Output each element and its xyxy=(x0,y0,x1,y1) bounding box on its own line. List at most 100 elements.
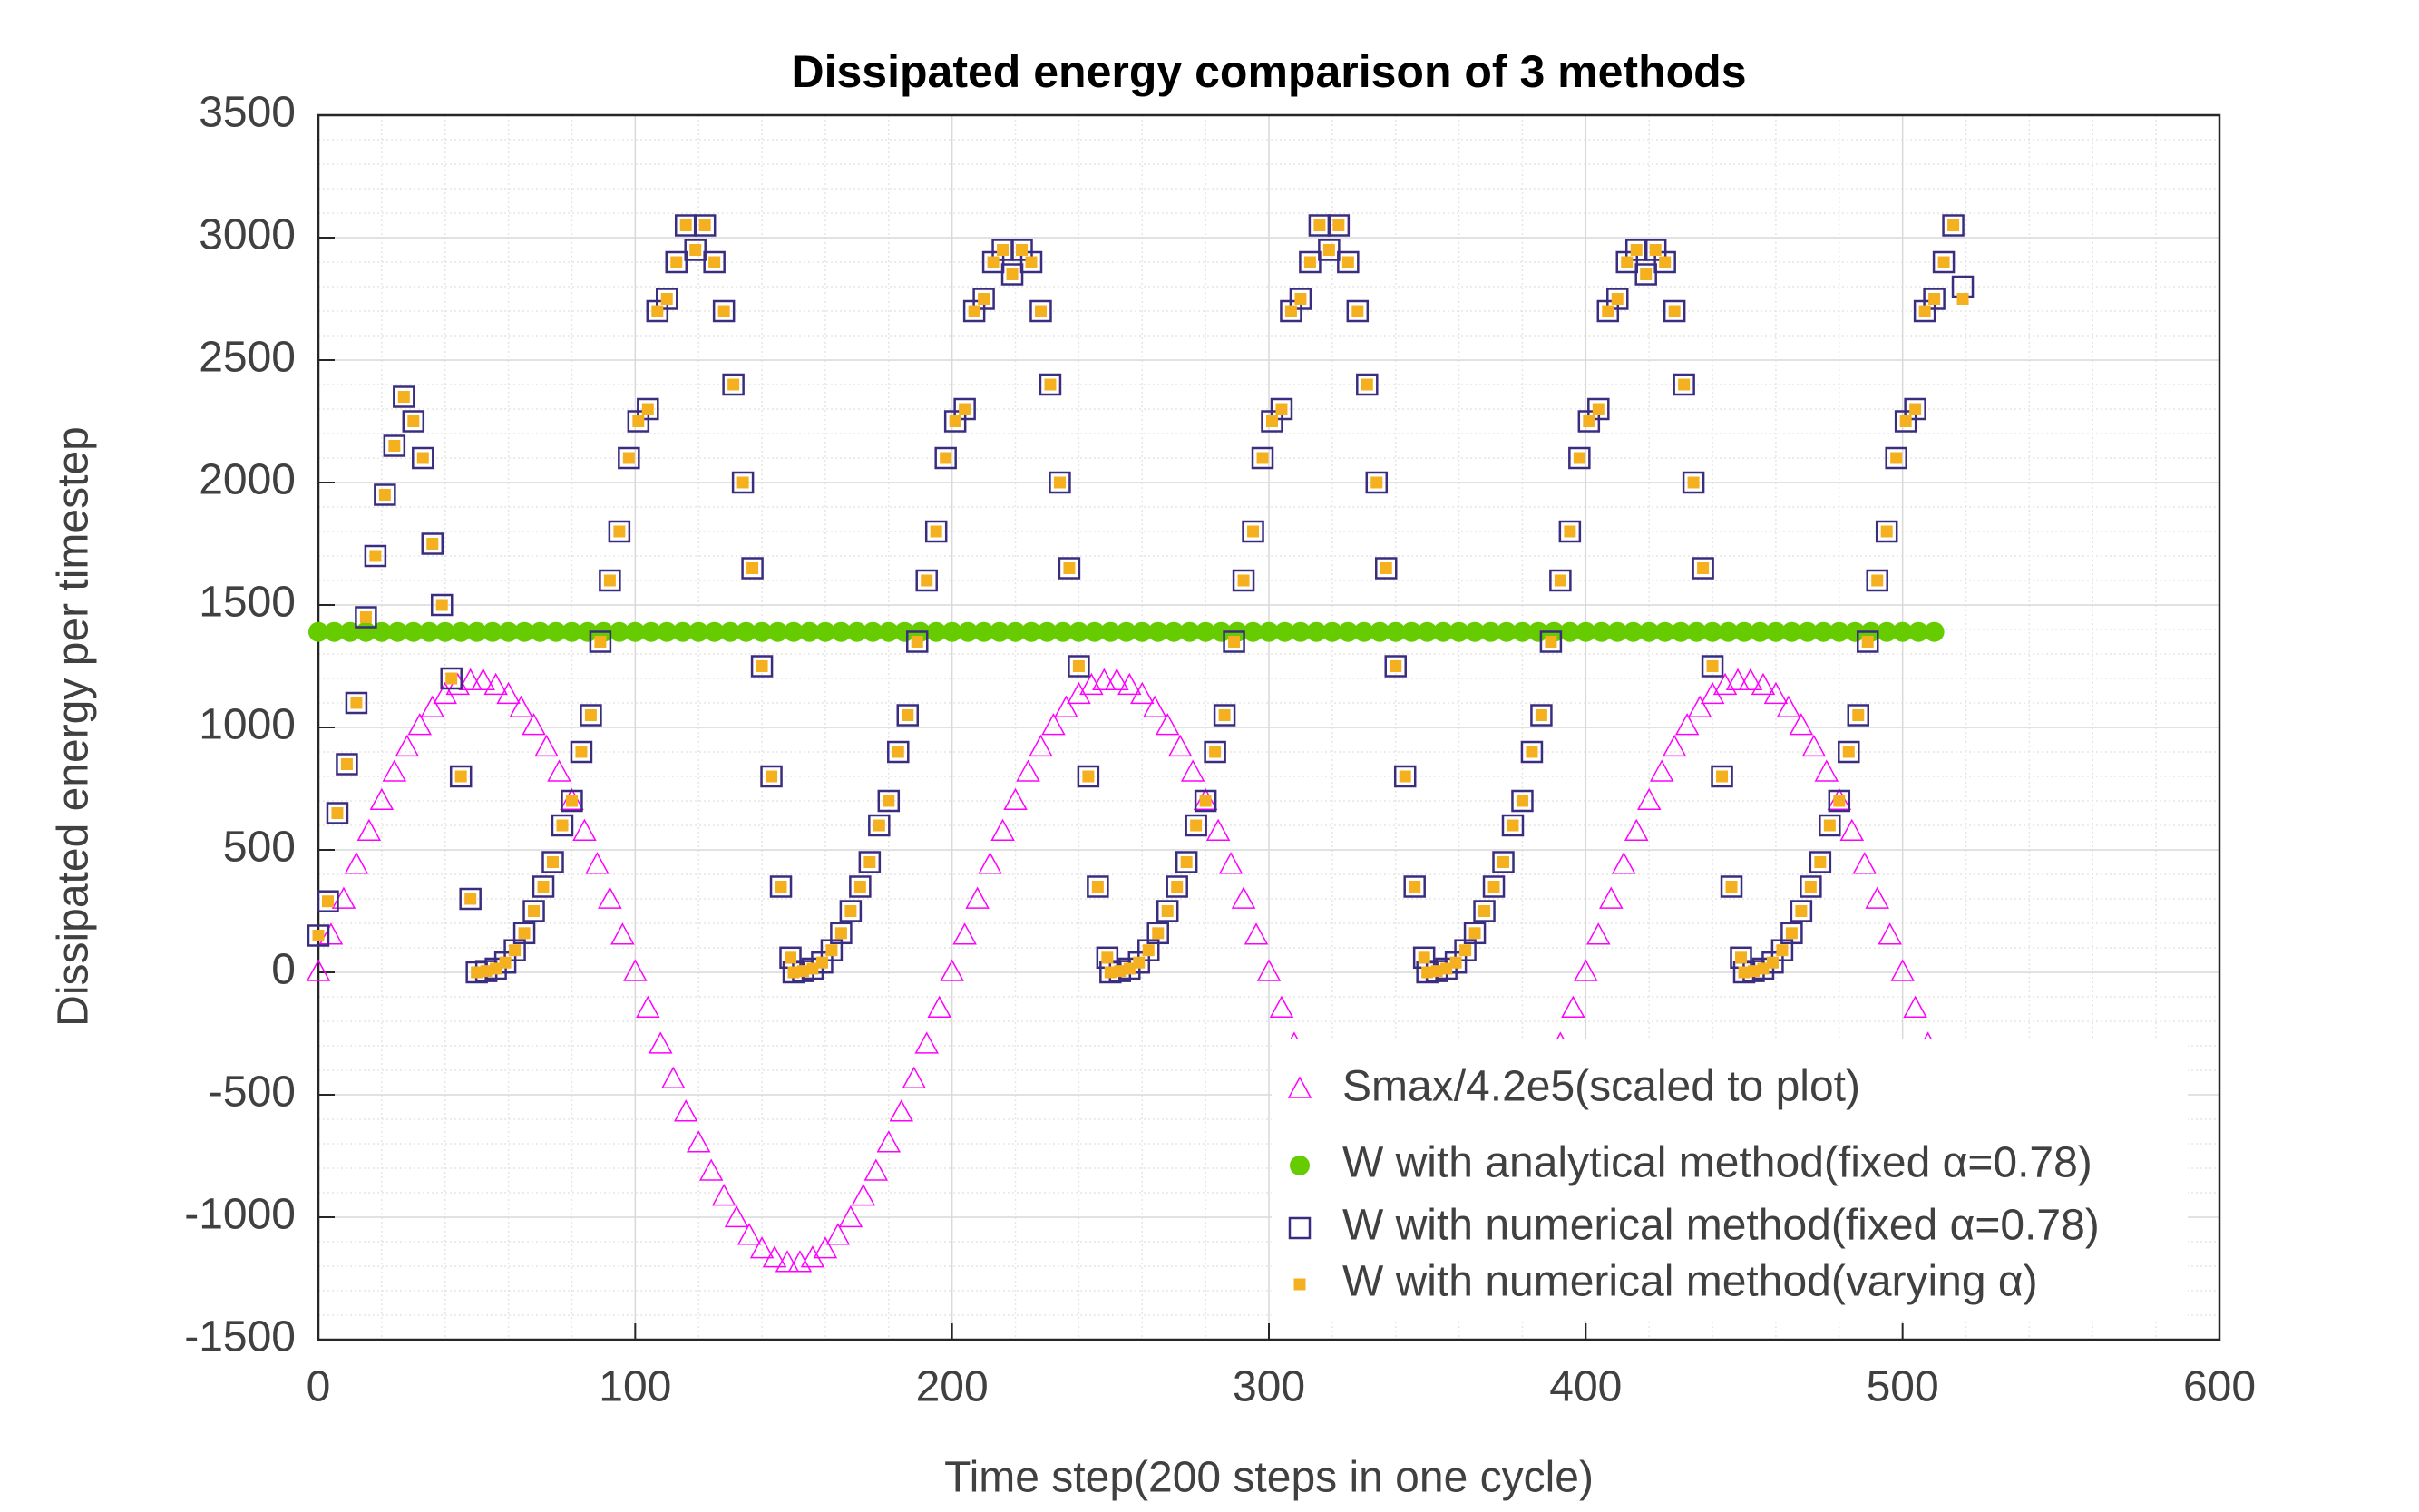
square-marker xyxy=(1375,557,1398,580)
triangle-marker xyxy=(1167,734,1193,757)
square-marker xyxy=(1549,569,1572,592)
triangle-marker xyxy=(978,852,1002,874)
point-marker xyxy=(987,256,1000,268)
point-marker xyxy=(321,895,334,908)
point-marker xyxy=(1909,403,1922,415)
point-marker xyxy=(603,574,616,587)
square-marker xyxy=(345,691,368,715)
triangle-marker xyxy=(572,818,597,842)
square-marker xyxy=(1058,557,1081,580)
square-marker xyxy=(1029,299,1052,323)
point-marker xyxy=(968,305,980,317)
triangle-marker xyxy=(1041,713,1066,736)
square-marker xyxy=(402,410,425,433)
point-marker xyxy=(632,415,645,427)
point-marker xyxy=(1016,244,1029,256)
point-marker xyxy=(717,305,730,317)
circle-marker xyxy=(1021,621,1041,642)
square-marker xyxy=(905,630,929,653)
square-marker xyxy=(459,887,482,911)
circle-marker xyxy=(1417,621,1438,642)
point-marker xyxy=(1487,881,1500,893)
x-tick-label: 600 xyxy=(2183,1363,2256,1411)
point-marker xyxy=(1507,819,1519,832)
square-marker xyxy=(1393,765,1417,788)
triangle-marker xyxy=(1852,852,1878,874)
square-marker xyxy=(1482,875,1506,898)
point-marker xyxy=(1101,951,1114,964)
point-marker xyxy=(1592,403,1605,415)
point-marker xyxy=(1564,525,1576,538)
triangle-marker xyxy=(458,668,483,690)
point-marker xyxy=(331,807,344,819)
point-marker xyxy=(1218,709,1231,721)
circle-marker xyxy=(1480,621,1501,642)
circle-marker xyxy=(1068,621,1089,642)
circle-marker xyxy=(1005,621,1026,642)
square-marker xyxy=(1346,299,1370,323)
square-marker xyxy=(618,446,640,470)
circle-marker xyxy=(1306,621,1327,642)
triangle-marker xyxy=(698,1158,724,1181)
square-marker xyxy=(1356,373,1379,396)
point-marker xyxy=(679,219,692,231)
triangle-marker xyxy=(306,959,331,981)
point-marker xyxy=(416,452,429,464)
triangle-marker xyxy=(1738,668,1763,690)
triangle-marker xyxy=(851,1184,876,1206)
point-marker xyxy=(480,965,493,978)
circle-marker xyxy=(609,621,629,642)
square-marker xyxy=(1232,569,1255,592)
triangle-marker xyxy=(318,922,344,945)
square-marker xyxy=(383,434,406,457)
circle-marker xyxy=(784,621,804,642)
square-marker xyxy=(741,557,764,580)
square-marker xyxy=(1049,471,1071,494)
point-marker xyxy=(1034,305,1047,317)
circle-marker xyxy=(1607,621,1628,642)
circle-marker xyxy=(1686,621,1707,642)
point-marker xyxy=(1294,293,1307,305)
point-marker xyxy=(547,856,560,868)
point-marker xyxy=(1478,905,1491,917)
legend-label: W with numerical method(fixed α=0.78) xyxy=(1342,1202,2100,1250)
point-marker xyxy=(1133,956,1146,969)
square-marker xyxy=(1847,704,1870,727)
point-marker xyxy=(1123,962,1136,975)
triangle-marker xyxy=(547,759,571,782)
square-marker xyxy=(393,385,415,408)
triangle-marker xyxy=(471,668,495,690)
triangle-marker xyxy=(1142,695,1167,717)
point-marker xyxy=(1611,293,1624,305)
point-marker xyxy=(1747,965,1760,978)
point-marker xyxy=(426,538,439,550)
point-marker xyxy=(1265,415,1278,427)
triangle-marker xyxy=(1092,668,1117,690)
triangle-marker xyxy=(1244,922,1269,945)
point-marker xyxy=(911,636,923,648)
square-marker xyxy=(1251,446,1274,470)
square-marker xyxy=(307,924,330,947)
circle-marker xyxy=(1639,621,1660,642)
square-marker xyxy=(1828,789,1851,813)
circle-marker xyxy=(1116,621,1136,642)
point-marker xyxy=(1082,770,1095,783)
point-marker xyxy=(660,293,673,305)
point-marker xyxy=(1871,574,1884,587)
circle-marker xyxy=(958,621,979,642)
square-marker xyxy=(1077,765,1100,788)
series xyxy=(307,214,1975,984)
circle-marker xyxy=(894,621,915,642)
point-marker xyxy=(1341,256,1354,268)
triangle-marker xyxy=(1117,672,1142,696)
circle-marker xyxy=(387,621,408,642)
square-marker xyxy=(1856,630,1879,653)
point-marker xyxy=(369,550,382,562)
circle-marker xyxy=(973,621,994,642)
point-marker xyxy=(1091,881,1104,893)
y-tick-label: 0 xyxy=(271,946,296,994)
triangle-marker xyxy=(1054,695,1078,717)
point-marker xyxy=(1161,905,1174,917)
triangle-marker xyxy=(749,1236,775,1259)
